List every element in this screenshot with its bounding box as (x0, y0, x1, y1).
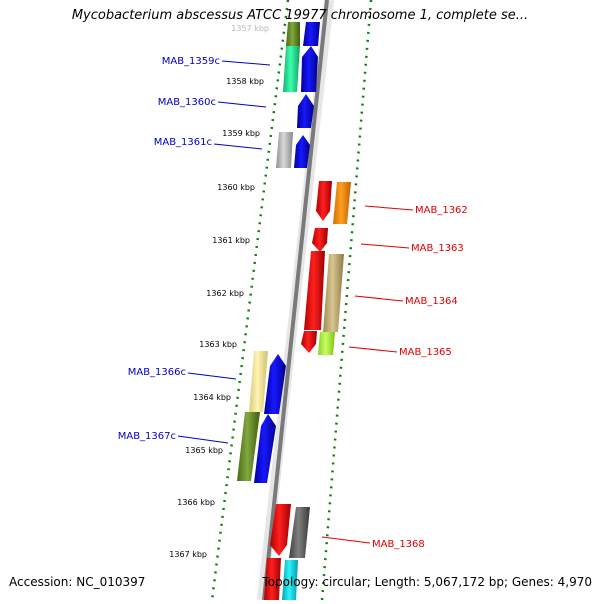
gene-feature[interactable] (312, 228, 328, 252)
scale-label: 1366 kbp (177, 498, 215, 507)
gene-feature[interactable] (297, 94, 314, 128)
gene-label-mab-1361c[interactable]: MAB_1361c (154, 137, 212, 148)
gene-feature[interactable] (270, 504, 291, 556)
gene-label-mab-1359c[interactable]: MAB_1359c (162, 56, 220, 67)
gene-feature[interactable] (323, 254, 344, 332)
gene-label-mab-1362[interactable]: MAB_1362 (415, 205, 468, 216)
label-connector (177, 435, 229, 444)
gene-feature[interactable] (283, 46, 300, 92)
genome-summary-text: Topology: circular; Length: 5,067,172 bp… (262, 575, 592, 589)
gene-label-mab-1366c[interactable]: MAB_1366c (128, 367, 186, 378)
label-connector (360, 243, 410, 249)
scale-label: 1357 kbp (231, 24, 269, 33)
label-connector (221, 60, 271, 66)
label-connector (321, 536, 371, 544)
gene-feature[interactable] (264, 558, 281, 600)
map-title: Mycobacterium abscessus ATCC 19977 chrom… (71, 8, 529, 23)
gene-feature[interactable] (316, 181, 332, 221)
scale-label: 1361 kbp (212, 236, 250, 245)
gene-label-mab-1364[interactable]: MAB_1364 (405, 296, 458, 307)
gene-feature[interactable] (237, 412, 260, 481)
scale-label: 1358 kbp (226, 77, 264, 86)
accession-text: Accession: NC_010397 (9, 575, 146, 589)
gene-label-mab-1363[interactable]: MAB_1363 (411, 243, 464, 254)
gene-feature[interactable] (304, 251, 325, 330)
gene-label-mab-1365[interactable]: MAB_1365 (399, 347, 452, 358)
gene-label-mab-1360c[interactable]: MAB_1360c (158, 97, 216, 108)
label-connector (348, 346, 398, 353)
scale-label: 1359 kbp (222, 129, 260, 138)
genome-backbone-core (262, 0, 329, 601)
gene-feature[interactable] (264, 354, 286, 414)
gene-feature[interactable] (282, 560, 298, 600)
scale-label: 1367 kbp (169, 550, 207, 559)
scale-label: 1360 kbp (217, 183, 255, 192)
label-connector (213, 143, 263, 150)
gene-feature[interactable] (294, 135, 310, 168)
gene-feature[interactable] (276, 132, 293, 168)
scale-label: 1365 kbp (185, 446, 223, 455)
gene-feature[interactable] (318, 332, 335, 355)
gene-label-mab-1368[interactable]: MAB_1368 (372, 539, 425, 550)
scale-label: 1363 kbp (199, 340, 237, 349)
gene-feature[interactable] (303, 22, 320, 46)
gene-feature[interactable] (289, 507, 310, 558)
scale-label: 1364 kbp (193, 393, 231, 402)
gene-feature[interactable] (286, 22, 300, 46)
label-connector (187, 372, 237, 380)
label-connector (354, 295, 404, 302)
gene-feature[interactable] (333, 182, 351, 224)
label-connector (364, 205, 414, 211)
gene-feature[interactable] (254, 414, 276, 483)
gene-feature[interactable] (301, 46, 318, 92)
label-connector (217, 101, 267, 108)
scale-label: 1362 kbp (206, 289, 244, 298)
gene-feature[interactable] (249, 351, 268, 412)
gene-feature[interactable] (301, 331, 317, 353)
gene-label-mab-1367c[interactable]: MAB_1367c (118, 431, 176, 442)
